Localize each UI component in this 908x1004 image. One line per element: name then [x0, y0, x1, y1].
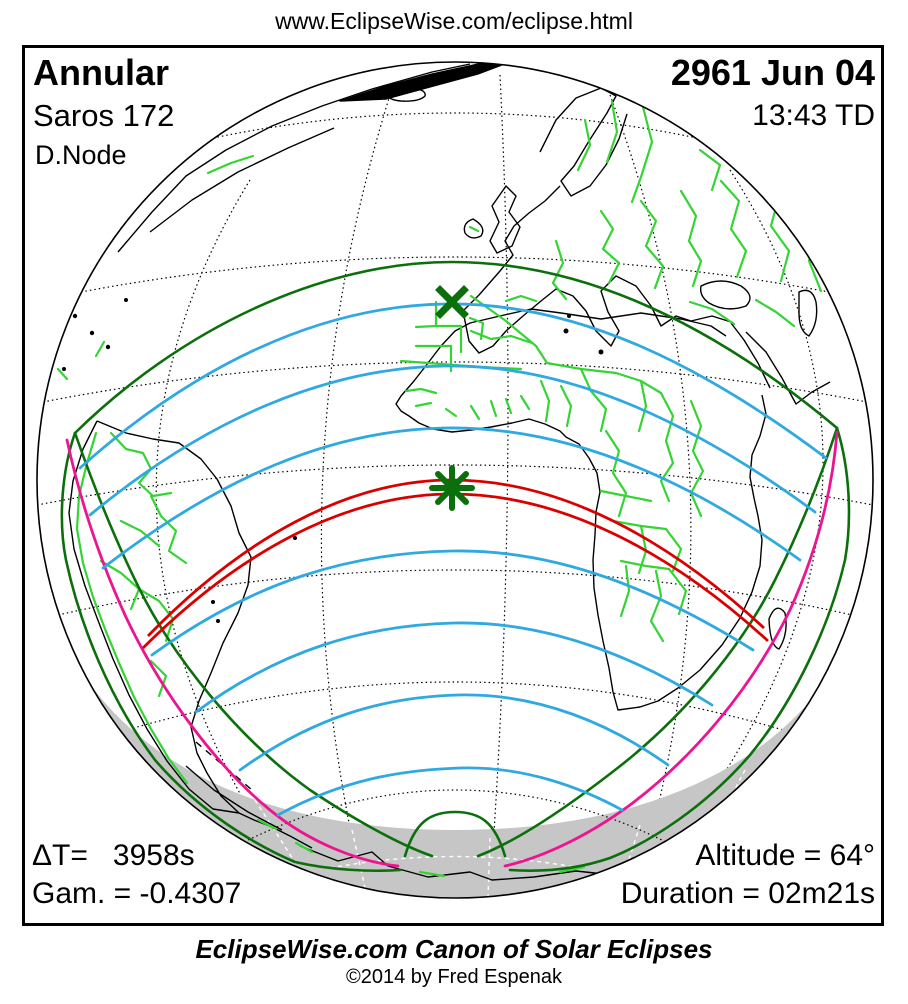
eclipse-time-label: 13:43 TD [752, 99, 875, 132]
eclipse-globe-map [36, 61, 874, 899]
great-britain [489, 185, 521, 254]
central-path-north-edge [146, 478, 765, 637]
north-america-coast [117, 63, 471, 253]
x-mark [435, 285, 469, 319]
ireland [463, 218, 484, 239]
graticule-latitude-lines [37, 112, 873, 733]
altitude-label: Altitude = 64° [695, 839, 875, 872]
eclipse-date-label: 2961 Jun 04 [670, 52, 875, 93]
duration-label: Duration = 02m21s [620, 877, 875, 910]
north-africa-coast [469, 308, 727, 337]
page-url-text: www.EclipseWise.com/eclipse.html [275, 8, 633, 34]
red-sea-coast [730, 322, 771, 389]
south-america-west-coast [68, 420, 240, 814]
globe-outline [36, 61, 874, 899]
sunset-curve [503, 430, 839, 868]
madagascar [768, 607, 787, 650]
central-path-south-edge [142, 492, 769, 649]
labrador-coast [149, 127, 335, 233]
east-outer-limit [508, 426, 851, 872]
rise-set-curves [65, 430, 839, 868]
west-outer-limit [60, 431, 402, 873]
sunrise-curve [65, 438, 400, 868]
northern-penumbra-limit [73, 260, 839, 435]
caspian-sea [798, 289, 818, 337]
node-label: D.Node [35, 140, 127, 170]
footer-title: EclipseWise.com Canon of Solar Eclipses [195, 934, 713, 964]
black-sea [699, 280, 751, 310]
europe-coast [462, 185, 732, 354]
eclipse-type-label: Annular [33, 52, 170, 93]
south-america-east-coast [96, 420, 255, 821]
magnitude-isolines [78, 302, 828, 817]
east-inner-limit [476, 426, 839, 858]
south-limit-arc [403, 810, 507, 858]
saros-label: Saros 172 [33, 98, 175, 133]
west-inner-limit [73, 431, 434, 858]
greatest-eclipse-marker [429, 465, 475, 511]
gamma-label: Gam. = -0.4307 [32, 877, 242, 910]
small-islands [62, 298, 604, 623]
footer-copyright: ©2014 by Fred Espenak [346, 966, 562, 988]
antarctic-peninsula [185, 765, 283, 831]
eclipse-map-panel: Annular Saros 172 D.Node 2961 Jun 04 13:… [22, 45, 884, 926]
delta-t-label: ΔT= 3958s [32, 839, 195, 872]
greenland [339, 62, 521, 102]
scandinavia [539, 87, 628, 197]
iceland [387, 87, 426, 102]
penumbra-limit-lines [60, 260, 851, 873]
africa-coast [395, 322, 767, 711]
